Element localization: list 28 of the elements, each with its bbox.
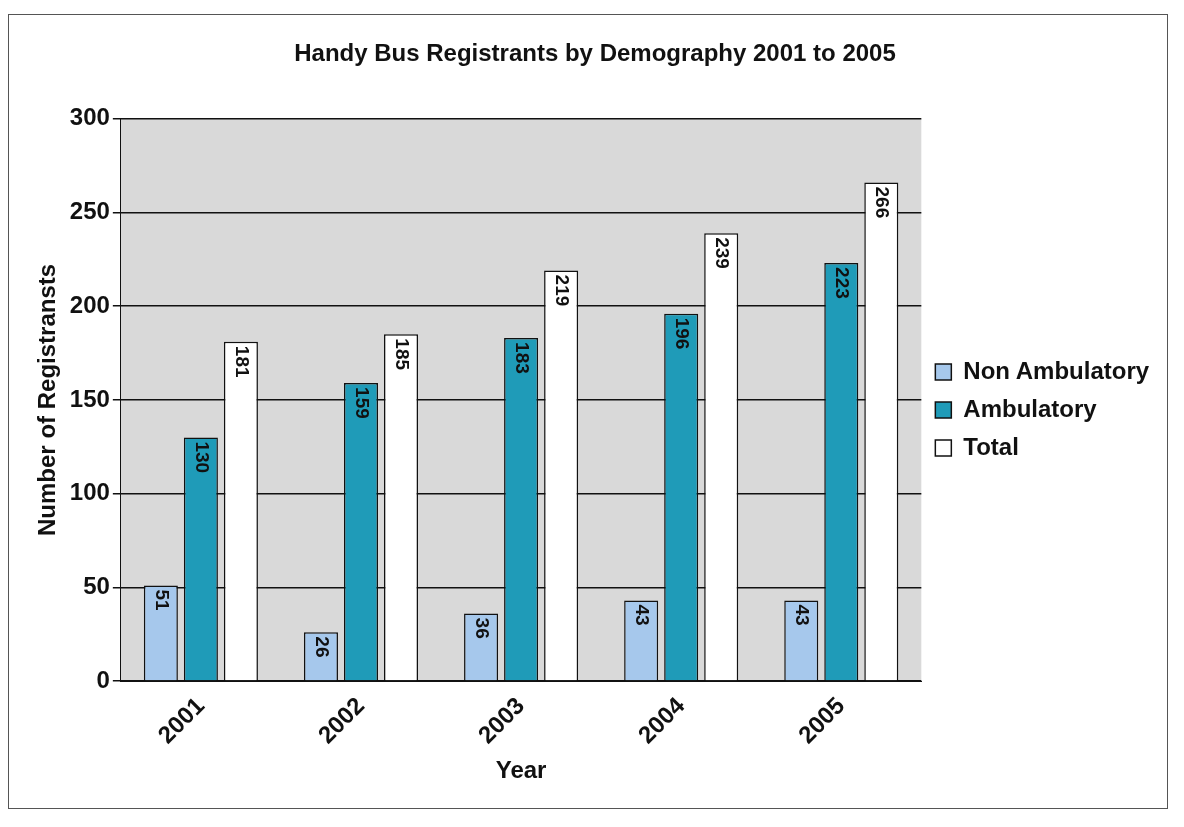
- y-tick-label: 0: [96, 665, 110, 693]
- data-label: 159: [351, 387, 373, 419]
- y-tick-label: 50: [83, 571, 110, 599]
- data-label: 51: [151, 589, 173, 612]
- y-tick-label: 300: [69, 103, 110, 131]
- data-label: 223: [832, 267, 854, 299]
- data-label: 185: [391, 338, 413, 371]
- y-tick-label: 200: [69, 290, 110, 318]
- y-axis-title: Number of Registransts: [33, 263, 61, 536]
- x-axis-title: Year: [495, 756, 547, 784]
- data-label: 26: [311, 636, 333, 658]
- data-label: 219: [551, 274, 573, 307]
- chart-title: Handy Bus Registrants by Demography 2001 to 2005: [294, 39, 896, 67]
- data-label: 266: [872, 186, 894, 219]
- y-tick-label: 100: [69, 478, 110, 506]
- data-label: 196: [671, 317, 693, 350]
- legend-label: Non Ambulatory: [963, 356, 1150, 384]
- data-label: 130: [191, 441, 213, 474]
- legend-label: Ambulatory: [963, 394, 1098, 422]
- data-label: 43: [631, 604, 653, 626]
- data-label: 181: [231, 345, 253, 378]
- data-label: 183: [511, 342, 533, 374]
- y-tick-label: 250: [69, 197, 110, 225]
- data-label: 36: [471, 617, 493, 639]
- data-label: 239: [711, 237, 733, 269]
- legend-label: Total: [963, 432, 1019, 460]
- y-tick-label: 150: [69, 384, 110, 412]
- data-label: 43: [792, 604, 814, 626]
